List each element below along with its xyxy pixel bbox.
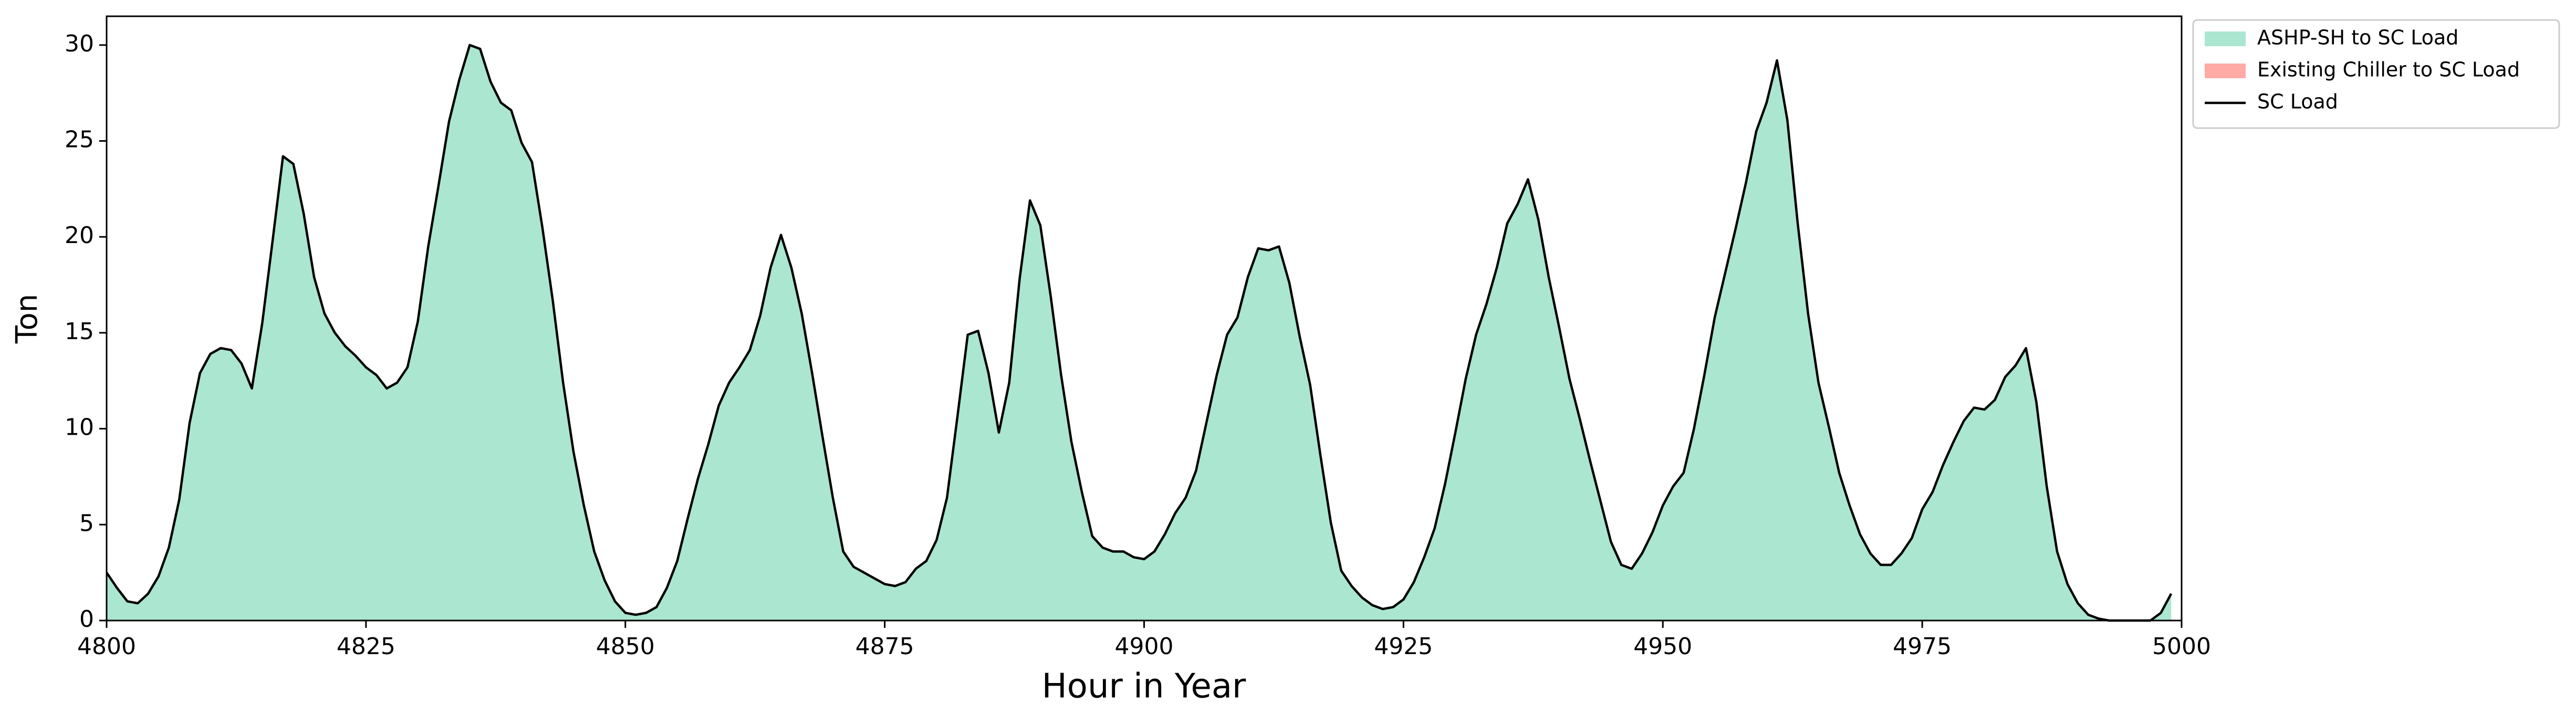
x-tick-label: 4900	[1115, 633, 1174, 660]
legend-label: Existing Chiller to SC Load	[2257, 58, 2520, 81]
y-tick-label: 20	[65, 222, 94, 249]
legend-swatch	[2205, 31, 2246, 46]
x-tick-label: 4925	[1374, 633, 1433, 660]
x-tick-label: 4975	[1893, 633, 1952, 660]
legend-swatch	[2205, 64, 2246, 78]
y-axis-label: Ton	[10, 294, 44, 344]
y-tick-label: 25	[65, 127, 94, 153]
y-tick-label: 10	[65, 414, 94, 441]
area	[107, 45, 2172, 621]
y-tick-label: 5	[79, 510, 94, 537]
x-tick-label: 4850	[596, 633, 655, 660]
x-tick-label: 4800	[77, 633, 136, 660]
x-tick-label: 5000	[2152, 633, 2211, 660]
x-tick-label: 4950	[1633, 633, 1692, 660]
x-tick-label: 4825	[337, 633, 395, 660]
x-tick-label: 4875	[856, 633, 914, 660]
legend-label: SC Load	[2257, 90, 2338, 113]
legend-label: ASHP-SH to SC Load	[2257, 26, 2458, 49]
y-tick-label: 30	[65, 30, 94, 57]
y-tick-label: 15	[65, 318, 94, 345]
legend: ASHP-SH to SC Load Existing Chiller to SC…	[2192, 19, 2560, 129]
line	[106, 44, 2173, 622]
y-tick-label: 0	[79, 606, 94, 633]
x-axis-label: Hour in Year	[1042, 667, 1246, 706]
legend-frame	[2192, 19, 2560, 129]
